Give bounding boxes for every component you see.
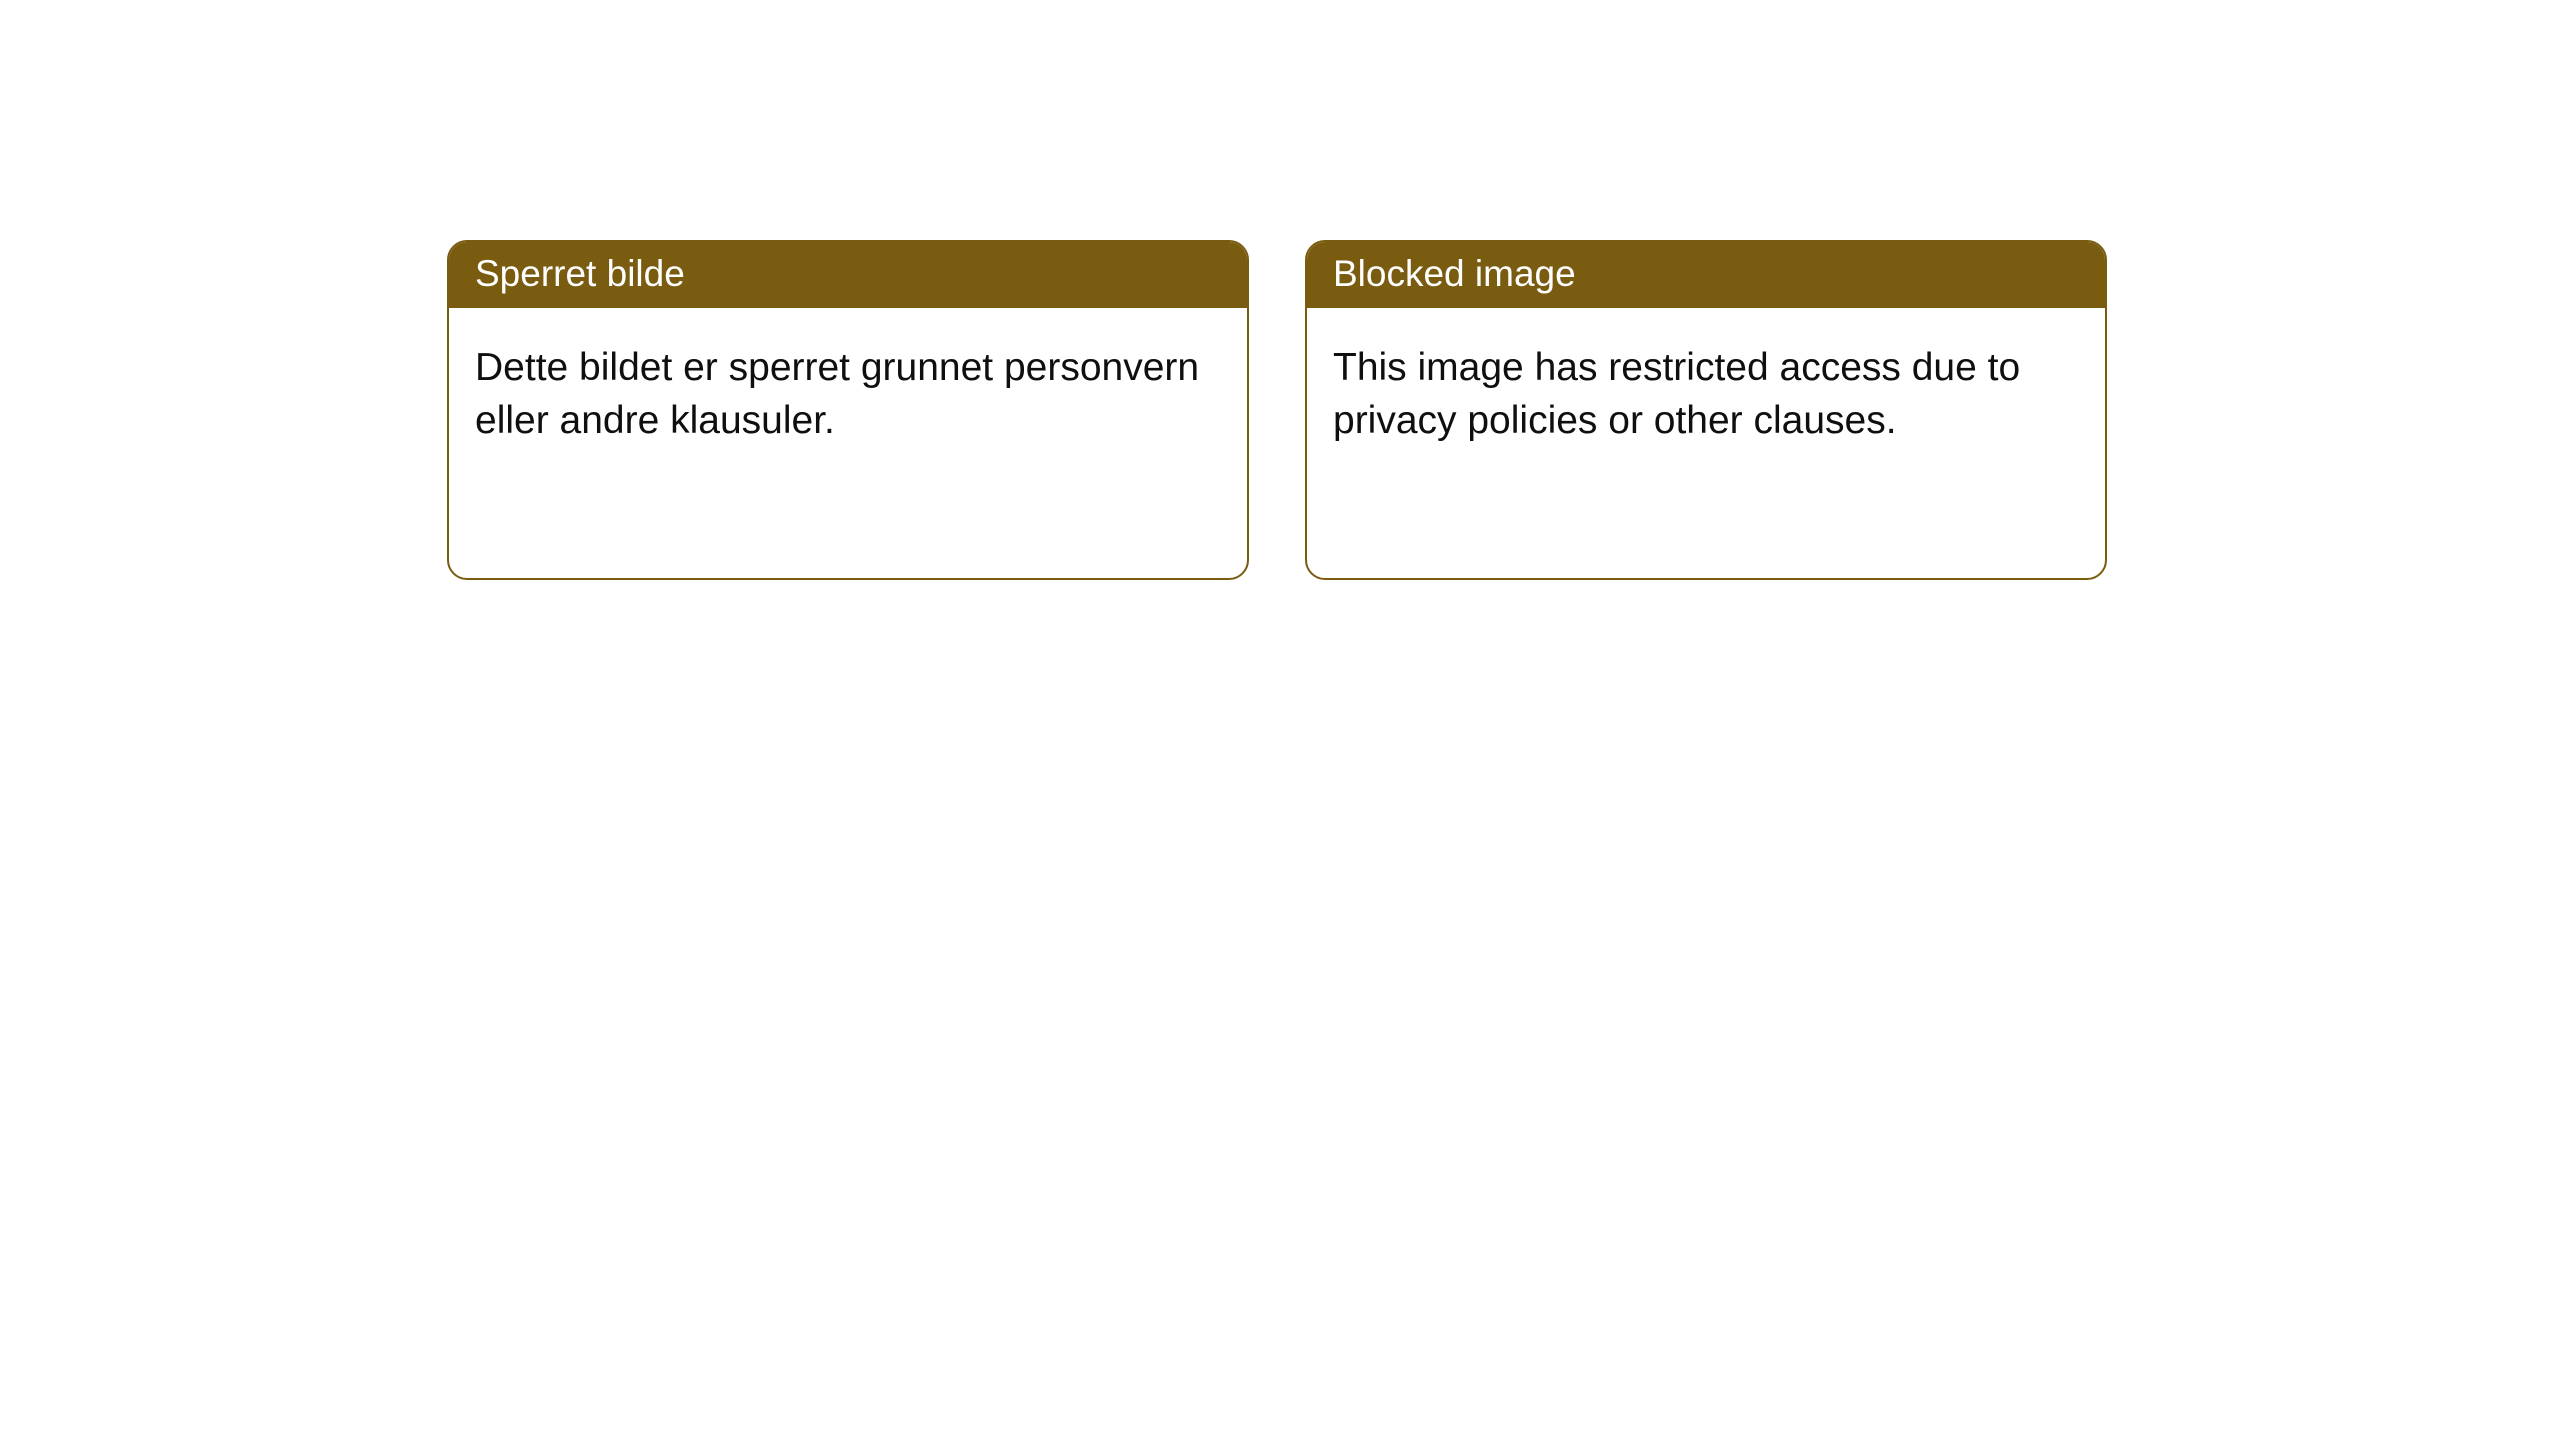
notice-card-en-title: Blocked image [1307, 242, 2105, 308]
notice-card-en-body: This image has restricted access due to … [1307, 308, 2105, 578]
notice-card-no: Sperret bilde Dette bildet er sperret gr… [447, 240, 1249, 580]
notice-card-no-title: Sperret bilde [449, 242, 1247, 308]
notice-card-en: Blocked image This image has restricted … [1305, 240, 2107, 580]
notice-container: Sperret bilde Dette bildet er sperret gr… [0, 0, 2560, 580]
notice-card-no-body: Dette bildet er sperret grunnet personve… [449, 308, 1247, 578]
